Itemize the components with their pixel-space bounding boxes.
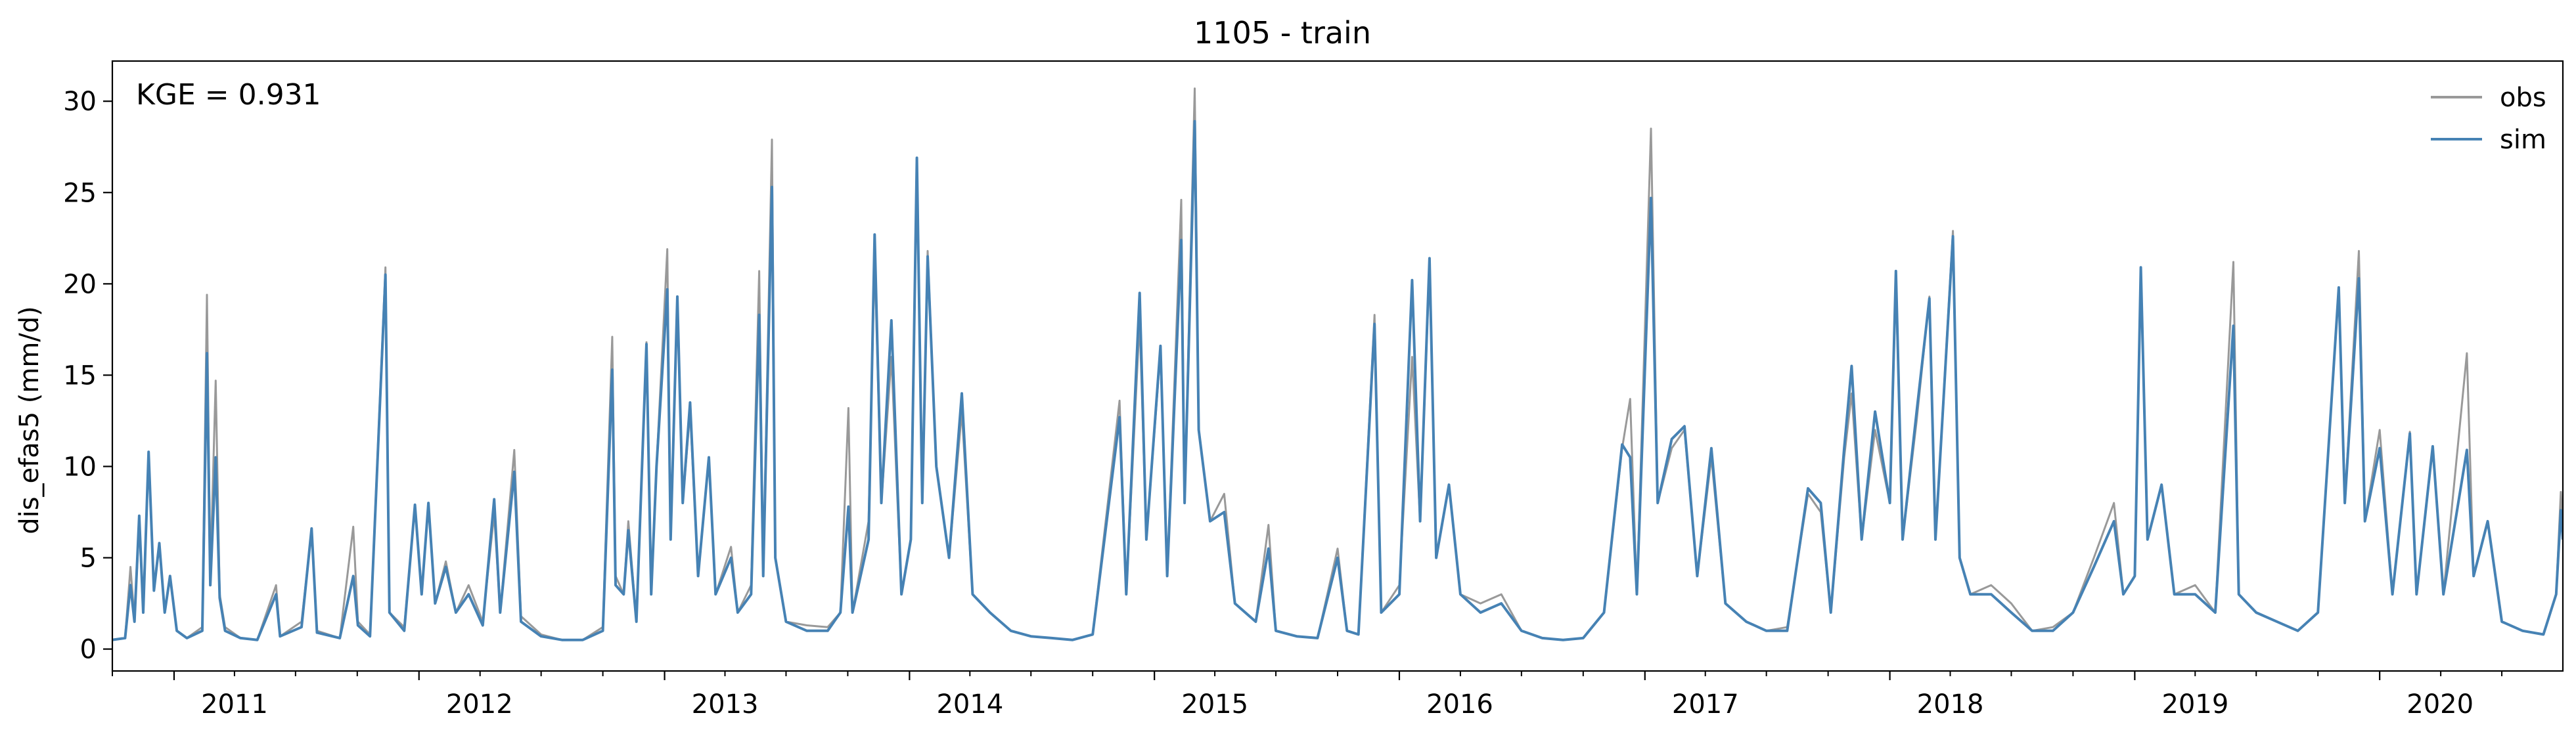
series-line-sim (112, 119, 2563, 641)
y-tick-label: 10 (63, 452, 97, 482)
y-tick-label: 15 (63, 360, 97, 391)
x-tick-label: 2020 (2407, 689, 2474, 720)
y-tick-label: 5 (80, 544, 97, 574)
legend: obs sim (2431, 83, 2546, 155)
y-axis-label: dis_efas5 (mm/d) (14, 306, 45, 534)
y-tick-label: 30 (63, 87, 97, 117)
y-tick-label: 25 (63, 178, 97, 208)
y-tick-label: 0 (80, 635, 97, 665)
x-tick-label: 2019 (2161, 689, 2228, 720)
x-tick-label: 2012 (446, 689, 513, 720)
plot-area (112, 87, 2563, 641)
legend-label-obs: obs (2500, 83, 2546, 113)
y-axis: 0 5 10 15 20 25 30 (63, 87, 112, 665)
series-layer (112, 87, 2563, 641)
x-tick-label: 2011 (201, 689, 268, 720)
x-tick-label: 2015 (1181, 689, 1248, 720)
x-axis: 2011 2012 2013 2014 2015 2016 2017 2018 2019 2020 (112, 671, 2503, 720)
x-tick-label: 2014 (936, 689, 1003, 720)
x-tick-label: 2016 (1426, 689, 1493, 720)
y-tick-label: 20 (63, 269, 97, 299)
chart-title: 1105 - train (1194, 15, 1371, 51)
legend-label-sim: sim (2500, 125, 2546, 155)
kge-annotation: KGE = 0.931 (136, 78, 321, 112)
x-tick-label: 2018 (1917, 689, 1984, 720)
x-tick-label: 2013 (692, 689, 759, 720)
x-tick-label: 2017 (1672, 689, 1739, 720)
